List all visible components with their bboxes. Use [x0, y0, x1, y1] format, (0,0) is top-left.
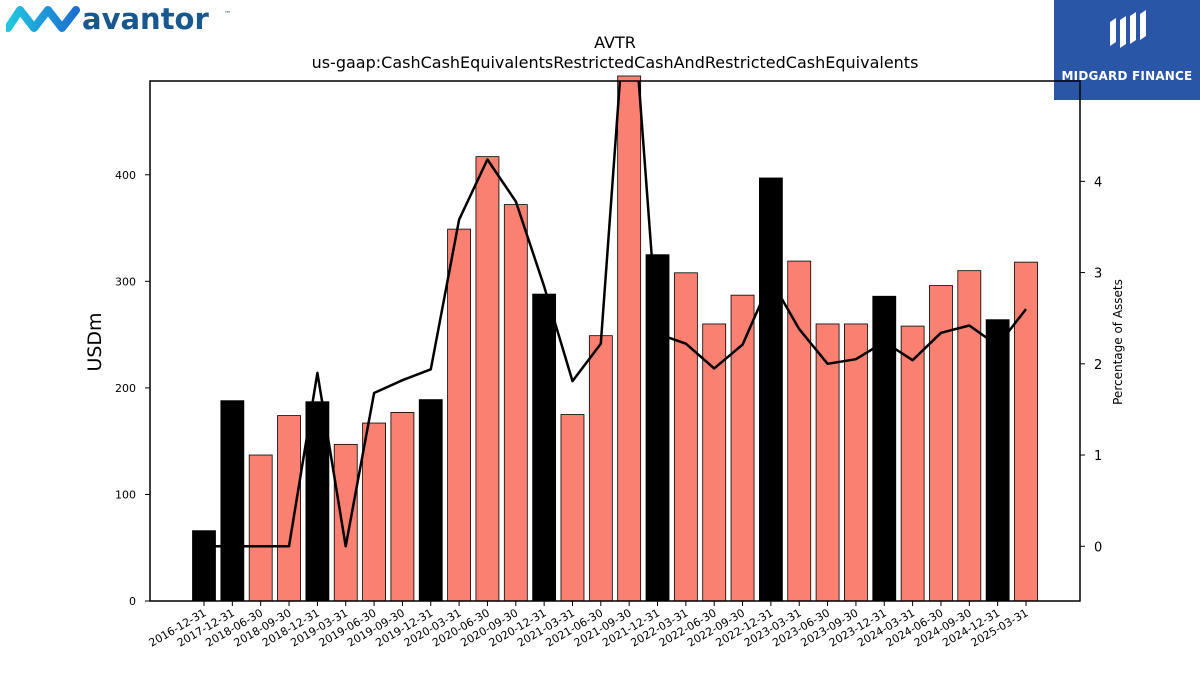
bar [447, 228, 472, 602]
bar [787, 260, 812, 602]
bar [844, 323, 868, 602]
avantor-wordmark: avantor [82, 2, 209, 36]
bar [418, 399, 443, 602]
bar-series [192, 75, 1038, 602]
y-axis-ticks: 0 100 200 300 400 [115, 169, 150, 608]
line-series [204, 81, 1027, 548]
bar [730, 294, 755, 602]
bar [220, 400, 245, 602]
bar [248, 454, 273, 602]
bar [305, 401, 330, 602]
y2-tick-label: 1 [1094, 449, 1102, 464]
midgard-wordmark: MIDGARD FINANCE [1061, 69, 1193, 83]
bar [192, 530, 216, 602]
y2-tick-label: 2 [1094, 358, 1102, 373]
bar [475, 156, 500, 602]
bar [900, 325, 925, 602]
percent-line [204, 81, 1027, 548]
bar [532, 293, 557, 602]
chart-subtitle: us-gaap:CashCashEquivalentsRestrictedCas… [312, 53, 919, 72]
y-tick-label: 200 [115, 382, 136, 395]
bar [702, 323, 727, 602]
bar [985, 319, 1010, 602]
bar [390, 411, 415, 602]
y2-tick-label: 0 [1094, 540, 1102, 555]
y-tick-label: 300 [115, 275, 136, 288]
bar [957, 270, 982, 602]
bar [560, 414, 585, 602]
bar [277, 415, 301, 602]
bar [758, 177, 783, 602]
avantor-logo: avantor ™ [4, 2, 236, 40]
bar [617, 75, 642, 602]
y-axis-label: USDm [84, 312, 106, 371]
bar [588, 335, 613, 602]
bar [333, 443, 358, 602]
y2-tick-label: 4 [1094, 175, 1102, 190]
midgard-emblem-icon [1110, 10, 1146, 48]
bar [673, 272, 698, 602]
midgard-finance-logo: MIDGARD FINANCE [1054, 0, 1200, 100]
y2-axis-label: Percentage of Assets [1111, 279, 1125, 405]
y-tick-label: 100 [115, 488, 136, 501]
bar [815, 323, 840, 602]
chart-title: AVTR [594, 33, 636, 52]
y-tick-label: 0 [129, 595, 136, 608]
y2-axis-ticks: 0 1 2 3 4 [1080, 175, 1102, 555]
bar [645, 254, 670, 602]
bar [503, 204, 528, 602]
x-axis-ticks: 2016-12-312017-12-312018-06-302018-09-30… [147, 601, 1031, 650]
y2-tick-label: 3 [1094, 267, 1102, 282]
bar [1014, 261, 1038, 602]
avantor-wave-icon [4, 6, 80, 32]
plot-frame [149, 80, 1081, 602]
avantor-tm: ™ [224, 10, 231, 18]
y-tick-label: 400 [115, 169, 136, 182]
bar [362, 422, 386, 602]
